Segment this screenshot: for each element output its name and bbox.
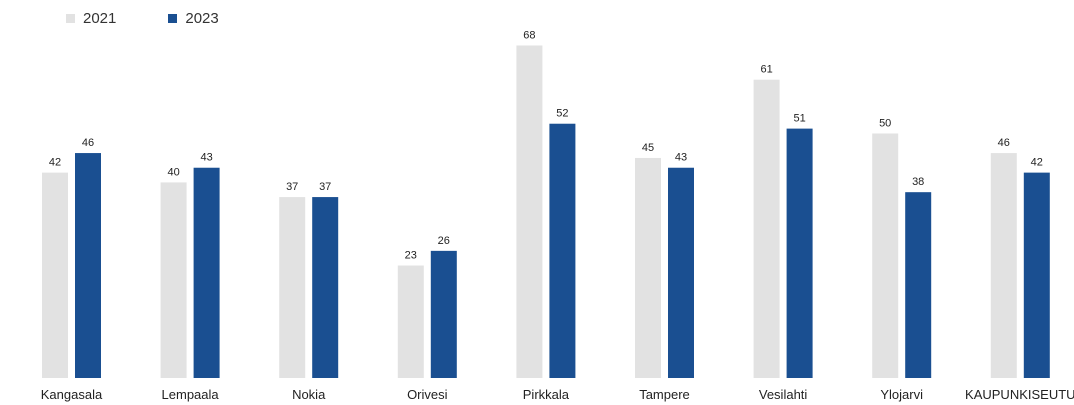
- bar-group-kaupunkiseutu: 46 42: [990, 137, 1050, 378]
- bar-2023-kangasala: [75, 153, 101, 378]
- bar-2023-nokia: [312, 197, 339, 378]
- category-label-pirkkala: Pirkkala: [523, 387, 570, 402]
- bar-2023-lempaala: [193, 167, 220, 378]
- bar-2021-kangasala: [42, 172, 68, 378]
- bar-2023-orivesi: [430, 250, 457, 378]
- data-label-2023-vesilahti: 51: [793, 113, 805, 125]
- legend-item-2021: 2021: [66, 10, 116, 27]
- category-label-kaupunkiseutu: KAUPUNKISEUTU: [965, 387, 1074, 402]
- data-label-2023-lempaala: 43: [200, 152, 212, 164]
- bar-2021-orivesi: [397, 265, 424, 378]
- bar-2021-ylojarvi: [872, 133, 899, 378]
- data-label-2021-orivesi: 23: [405, 250, 417, 262]
- bar-2021-tampere: [635, 157, 661, 378]
- category-label-lempaala: Lempaala: [162, 387, 220, 402]
- bar-2021-lempaala: [160, 182, 187, 378]
- bar-2023-vesilahti: [786, 128, 813, 378]
- legend-label-2021: 2021: [83, 10, 117, 27]
- data-label-2021-nokia: 37: [286, 181, 298, 193]
- bar-2021-kaupunkiseutu: [990, 153, 1017, 378]
- bar-group-orivesi: 23 26: [397, 235, 457, 378]
- bar-2023-ylojarvi: [905, 192, 932, 378]
- legend-swatch-2023: [168, 14, 178, 23]
- category-label-tampere: Tampere: [639, 387, 690, 402]
- data-label-2021-tampere: 45: [642, 142, 654, 154]
- data-label-2023-pirkkala: 52: [556, 108, 568, 120]
- bar-group-tampere: 45 43: [635, 142, 694, 378]
- category-label-vesilahti: Vesilahti: [759, 387, 808, 402]
- bar-group-ylojarvi: 50 38: [872, 118, 932, 378]
- data-label-2023-orivesi: 26: [438, 235, 450, 247]
- data-label-2021-lempaala: 40: [167, 166, 179, 178]
- data-label-2021-kangasala: 42: [49, 157, 61, 169]
- bar-2021-vesilahti: [753, 79, 780, 379]
- legend-item-2023: 2023: [168, 10, 219, 27]
- bar-group-pirkkala: 68 52: [516, 29, 576, 378]
- data-label-2021-pirkkala: 68: [523, 29, 535, 41]
- data-label-2021-ylojarvi: 50: [879, 118, 891, 130]
- chart-legend: 2021 2023: [66, 10, 219, 27]
- data-label-2023-kangasala: 46: [82, 137, 94, 149]
- category-label-ylojarvi: Ylojarvi: [880, 387, 923, 402]
- data-label-2023-kaupunkiseutu: 42: [1031, 157, 1043, 169]
- bar-group-kangasala: 42 46: [42, 137, 101, 378]
- data-label-2023-nokia: 37: [319, 181, 331, 193]
- data-label-2021-kaupunkiseutu: 46: [998, 137, 1010, 149]
- category-label-nokia: Nokia: [292, 387, 326, 402]
- category-label-orivesi: Orivesi: [407, 387, 448, 402]
- data-label-2023-tampere: 43: [675, 152, 687, 164]
- category-label-kangasala: Kangasala: [41, 387, 103, 402]
- bar-2023-pirkkala: [549, 123, 576, 378]
- bar-2021-nokia: [279, 197, 306, 378]
- data-label-2021-vesilahti: 61: [760, 64, 772, 76]
- bar-2023-tampere: [668, 167, 694, 378]
- legend-swatch-2021: [66, 14, 75, 23]
- bar-group-lempaala: 40 43: [160, 152, 220, 378]
- bar-group-nokia: 37 37: [279, 181, 339, 378]
- data-label-2023-ylojarvi: 38: [912, 176, 924, 188]
- bar-2021-pirkkala: [516, 45, 543, 378]
- bar-group-vesilahti: 61 51: [753, 64, 813, 379]
- legend-label-2023: 2023: [185, 10, 219, 27]
- bar-2023-kaupunkiseutu: [1023, 172, 1050, 378]
